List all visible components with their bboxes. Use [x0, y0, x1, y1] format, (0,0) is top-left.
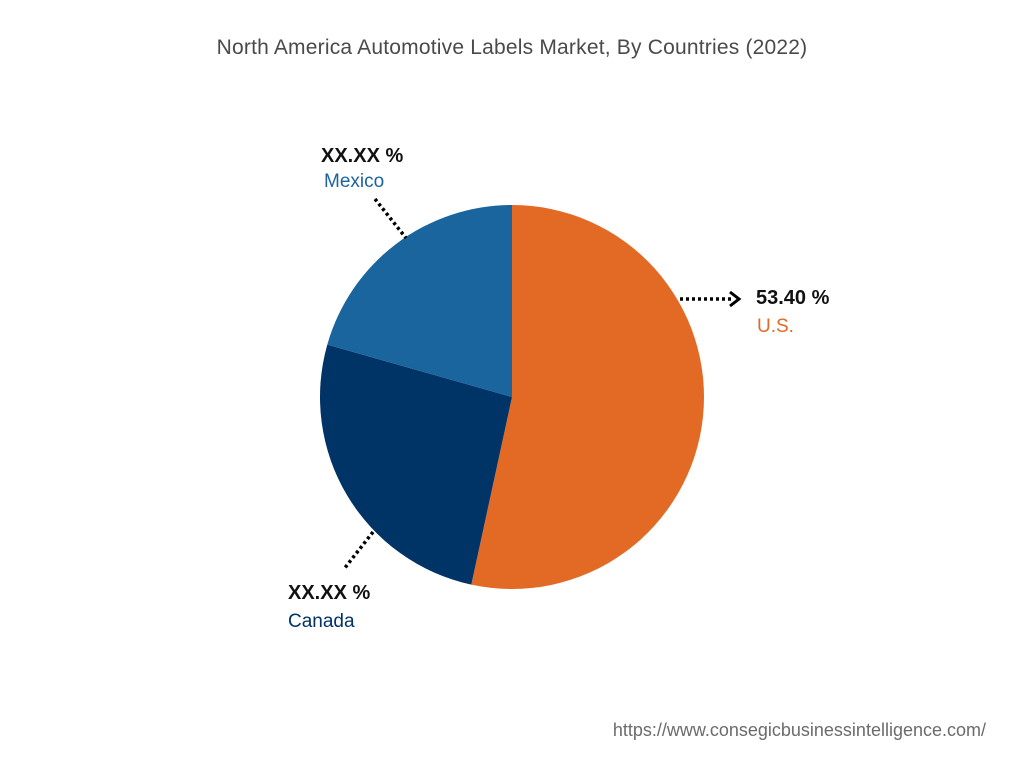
source-url: https://www.consegicbusinessintelligence… — [612, 720, 986, 740]
slice-value-mexico: XX.XX % — [321, 145, 403, 167]
arrowhead-us — [729, 290, 742, 308]
slice-value-canada: XX.XX % — [288, 582, 370, 604]
slice-name-canada: Canada — [288, 611, 355, 632]
pie-slice-us — [471, 205, 704, 589]
label-us: 53.40 % U.S. — [680, 287, 830, 337]
pie-slices — [320, 205, 704, 589]
slice-name-mexico: Mexico — [324, 171, 384, 192]
slice-name-us: U.S. — [757, 316, 794, 337]
pie-slice-canada — [320, 344, 512, 585]
leader-line-mexico — [373, 197, 408, 240]
chart-title: North America Automotive Labels Market, … — [216, 36, 808, 59]
pie-slice-mexico — [327, 205, 512, 397]
leader-line-canada — [342, 530, 375, 571]
label-canada: XX.XX % Canada — [288, 530, 375, 632]
label-mexico: XX.XX % Mexico — [321, 145, 408, 240]
slice-value-us: 53.40 % — [756, 287, 830, 309]
